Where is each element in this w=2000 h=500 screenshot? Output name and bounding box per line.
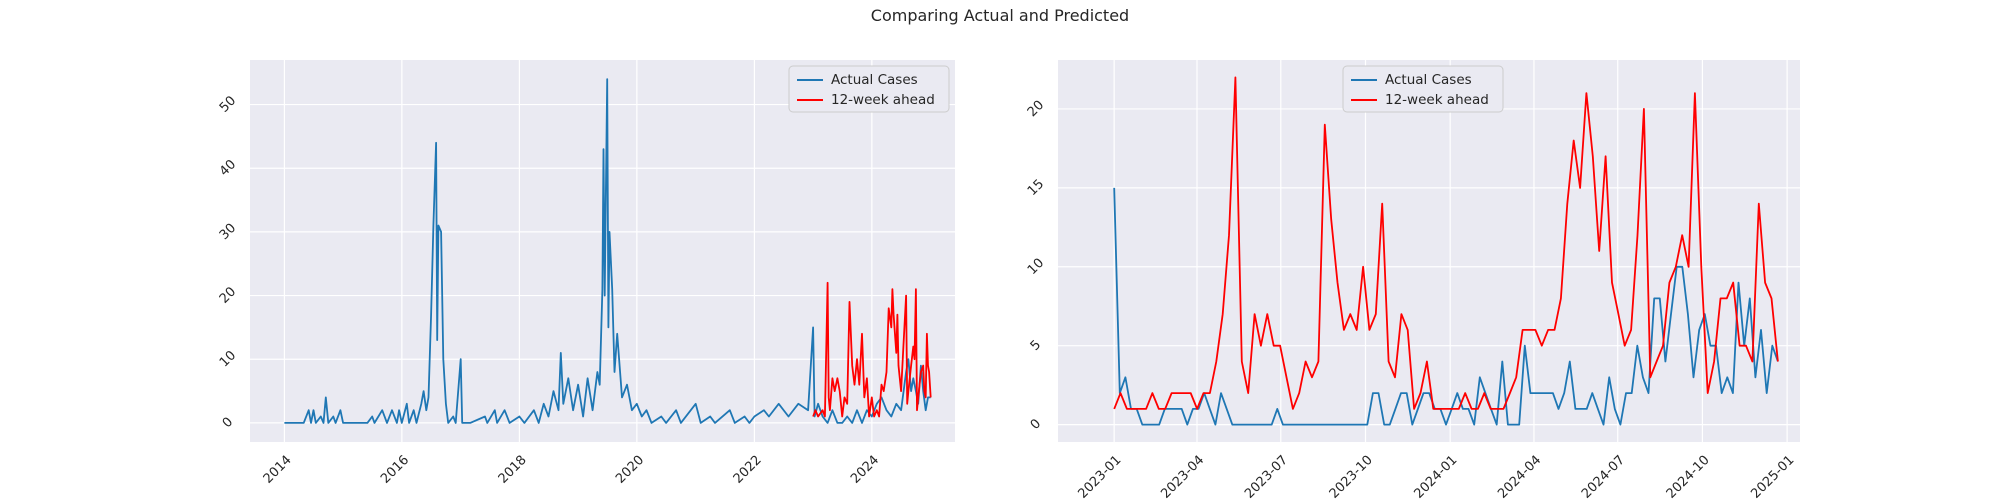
- y-tick-label: 0: [1028, 416, 1044, 432]
- x-tick-label: 2023-10: [1327, 453, 1376, 500]
- y-tick-label: 20: [1025, 98, 1047, 120]
- legend: Actual Cases 12-week ahead: [1342, 65, 1504, 113]
- legend-label: 12-week ahead: [1385, 92, 1489, 108]
- y-tick-label: 10: [1025, 256, 1047, 278]
- x-tick-label: 2024-07: [1579, 453, 1628, 500]
- x-tick-label: 2025-01: [1748, 453, 1797, 500]
- x-tick-label: 2023-07: [1242, 453, 1291, 500]
- figure-title: Comparing Actual and Predicted: [870, 6, 1130, 25]
- y-tick-label: 40: [217, 157, 239, 179]
- y-tick-label: 15: [1025, 177, 1047, 199]
- y-tick-label: 30: [217, 221, 239, 243]
- series-line-actual-cases: [284, 78, 931, 424]
- legend-box: [1342, 65, 1504, 113]
- legend-label: 12-week ahead: [831, 92, 935, 108]
- legend: Actual Cases 12-week ahead: [788, 65, 950, 113]
- y-tick-label: 10: [217, 348, 239, 370]
- chart-panel-2: 0 5 10 15 20 2023-01 2023-04 2023-07 2023-10 2024…: [1025, 60, 1800, 500]
- x-tick-label: 2024: [848, 453, 882, 487]
- legend-box: [788, 65, 950, 113]
- x-tick-label: 2024-10: [1664, 453, 1713, 500]
- x-tick-label: 2016: [378, 453, 412, 487]
- y-tick-label: 5: [1028, 337, 1044, 353]
- x-tick-label: 2024-04: [1495, 453, 1544, 500]
- series-line-actual-cases: [1113, 187, 1779, 426]
- x-tick-label: 2018: [496, 453, 530, 487]
- legend-label: Actual Cases: [1385, 72, 1472, 88]
- series-line-12-week-ahead: [812, 281, 932, 418]
- y-tick-label: 50: [217, 93, 239, 115]
- legend-label: Actual Cases: [831, 72, 918, 88]
- y-tick-label: 0: [220, 415, 236, 431]
- x-tick-label: 2020: [613, 453, 647, 487]
- x-tick-label: 2023-04: [1158, 453, 1207, 500]
- x-tick-label: 2023-01: [1075, 453, 1124, 500]
- y-tick-label: 20: [217, 284, 239, 306]
- x-tick-label: 2014: [261, 453, 295, 487]
- x-tick-label: 2024-01: [1411, 453, 1460, 500]
- chart-panel-1: 0 10 20 30 40 50 2014 2016 2018 2020 2022 2024 Actua…: [217, 60, 955, 487]
- x-tick-label: 2022: [731, 453, 765, 487]
- series-line-12-week-ahead: [1113, 76, 1779, 410]
